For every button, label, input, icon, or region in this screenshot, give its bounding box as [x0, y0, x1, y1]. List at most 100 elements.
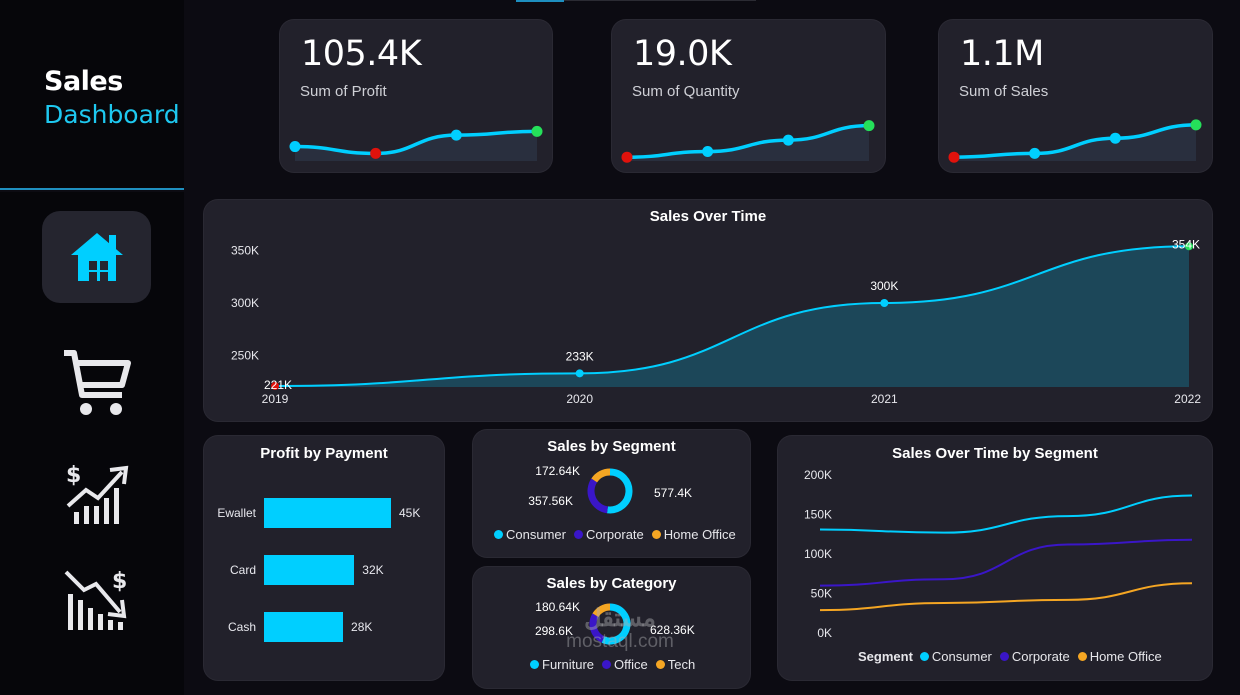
kpi-label: Sum of Quantity — [632, 83, 740, 100]
donut-slice — [591, 468, 611, 483]
panel-title: Sales Over Time by Segment — [892, 445, 1098, 462]
profit-by-payment-panel[interactable]: Profit by Payment Ewallet 45K Card 32K Cash 2… — [204, 436, 444, 680]
x-tick-label: 2022 — [1174, 392, 1201, 406]
nav-cart-button[interactable] — [42, 337, 151, 429]
category-legend: Furniture Office Tech — [530, 657, 695, 672]
bar — [264, 498, 391, 528]
kpi-card-sales[interactable]: 1.1M Sum of Sales — [939, 20, 1212, 172]
kpi-label: Sum of Sales — [959, 83, 1049, 100]
sparkline-point — [1109, 132, 1121, 144]
sales-by-category-donut: 628.36K 298.6K 180.64K — [535, 600, 695, 645]
bar-value-label: 45K — [399, 506, 421, 520]
series-line — [274, 245, 1190, 387]
data-point — [575, 369, 584, 378]
x-tick-label: 2019 — [262, 392, 289, 406]
svg-text:$: $ — [66, 463, 81, 488]
bar-category-label: Cash — [227, 620, 256, 634]
legend-swatch — [1077, 652, 1087, 661]
home-icon — [70, 233, 123, 281]
slice-label: 172.64K — [535, 464, 580, 478]
sales-by-segment-time-panel[interactable]: Sales Over Time by Segment 0K 50K 100K 150K… — [778, 436, 1212, 680]
kpi-label: Sum of Profit — [300, 83, 387, 100]
sparkline-point — [531, 125, 543, 137]
panel-title: Sales by Segment — [547, 438, 676, 455]
bar-category-label: Ewallet — [217, 506, 256, 520]
bar-row[interactable]: Card 32K — [204, 555, 444, 585]
slice-label: 628.36K — [650, 623, 695, 637]
y-tick-label: 350K — [231, 244, 259, 258]
y-tick-label: 300K — [231, 296, 259, 310]
donut-slice — [587, 478, 609, 514]
slice-label: 180.64K — [535, 600, 580, 614]
x-tick-label: 2020 — [566, 392, 593, 406]
kpi-card-quantity[interactable]: 19.0K Sum of Quantity — [612, 20, 885, 172]
donut-slice — [592, 603, 611, 618]
donut-slice — [601, 603, 631, 645]
kpi-card-profit[interactable]: 105.4K Sum of Profit — [280, 20, 552, 172]
kpi-value: 1.1M — [960, 34, 1044, 74]
bar-category-label: Card — [229, 563, 256, 577]
bar-row[interactable]: Cash 28K — [204, 612, 444, 642]
legend-swatch — [655, 660, 665, 669]
sales-by-segment-donut: 577.4K 357.56K 172.64K — [528, 464, 692, 514]
donut-slice — [589, 613, 605, 643]
sparkline-point — [621, 151, 633, 163]
chart-up-dollar-icon: $ — [66, 463, 128, 524]
kpi-sparkline — [948, 119, 1202, 163]
y-tick-label: 50K — [811, 587, 832, 601]
donut-slice — [607, 468, 633, 514]
series-line — [819, 494, 1193, 534]
data-point — [271, 381, 279, 390]
panel-title: Profit by Payment — [260, 445, 388, 462]
sparkline-point — [1029, 147, 1041, 159]
data-point — [880, 299, 889, 307]
legend-label: Corporate — [1011, 649, 1070, 664]
bar — [264, 612, 344, 642]
y-tick-label: 100K — [804, 547, 832, 561]
slice-label: 577.4K — [654, 486, 692, 500]
legend-label: Furniture — [542, 657, 595, 672]
legend-swatch — [494, 530, 503, 539]
kpi-sparkline — [621, 120, 875, 163]
legend-label: Consumer — [931, 649, 992, 664]
kpi-sparkline — [289, 125, 543, 161]
sparkline-point — [782, 134, 794, 146]
segment-time-legend: Segment Consumer Corporate Home Office — [858, 649, 1162, 664]
legend-swatch — [573, 530, 583, 539]
data-label: 354K — [1172, 237, 1200, 251]
legend-label: Home Office — [1089, 649, 1162, 664]
data-label: 233K — [566, 349, 594, 363]
svg-text:$: $ — [112, 569, 127, 594]
legend-label: Home Office — [663, 527, 736, 542]
sales-by-segment-panel[interactable]: Sales by Segment 577.4K 357.56K 172.64K Co… — [473, 430, 750, 557]
panel-title: Sales by Category — [546, 575, 677, 592]
y-tick-label: 0K — [817, 626, 832, 640]
area-fill — [275, 246, 1189, 387]
legend-swatch — [651, 530, 661, 539]
sparkline-point — [702, 146, 714, 157]
bar-value-label: 28K — [351, 620, 373, 634]
sales-by-category-panel[interactable]: Sales by Category 628.36K 298.6K 180.64K F… — [473, 567, 750, 688]
data-label: 300K — [870, 279, 898, 293]
series-line — [819, 582, 1193, 612]
data-point — [1185, 242, 1193, 251]
panel-title: Sales Over Time — [649, 208, 767, 225]
sparkline-point — [1190, 119, 1202, 131]
sparkline-point — [370, 147, 382, 159]
slice-label: 357.56K — [528, 494, 573, 508]
x-tick-label: 2021 — [871, 392, 898, 406]
sales-over-time-panel[interactable]: Sales Over Time 250K 300K 350K 221K 2019 233K… — [204, 200, 1212, 421]
sales-by-segment-time-chart: 0K 50K 100K 150K 200K — [804, 468, 1193, 640]
nav-home-button[interactable] — [42, 211, 151, 303]
sparkline-point — [289, 141, 301, 153]
slice-label: 298.6K — [535, 624, 573, 638]
brand-panel: Sales Dashboard — [0, 0, 184, 190]
legend-title: Segment — [858, 649, 913, 664]
bar-value-label: 32K — [362, 563, 384, 577]
bar-row[interactable]: Ewallet 45K — [204, 498, 444, 528]
kpi-value: 105.4K — [301, 34, 422, 74]
nav-profit-up-button[interactable]: $ — [42, 447, 151, 539]
sparkline-line — [953, 123, 1197, 159]
nav-profit-down-button[interactable]: $ — [42, 553, 151, 645]
